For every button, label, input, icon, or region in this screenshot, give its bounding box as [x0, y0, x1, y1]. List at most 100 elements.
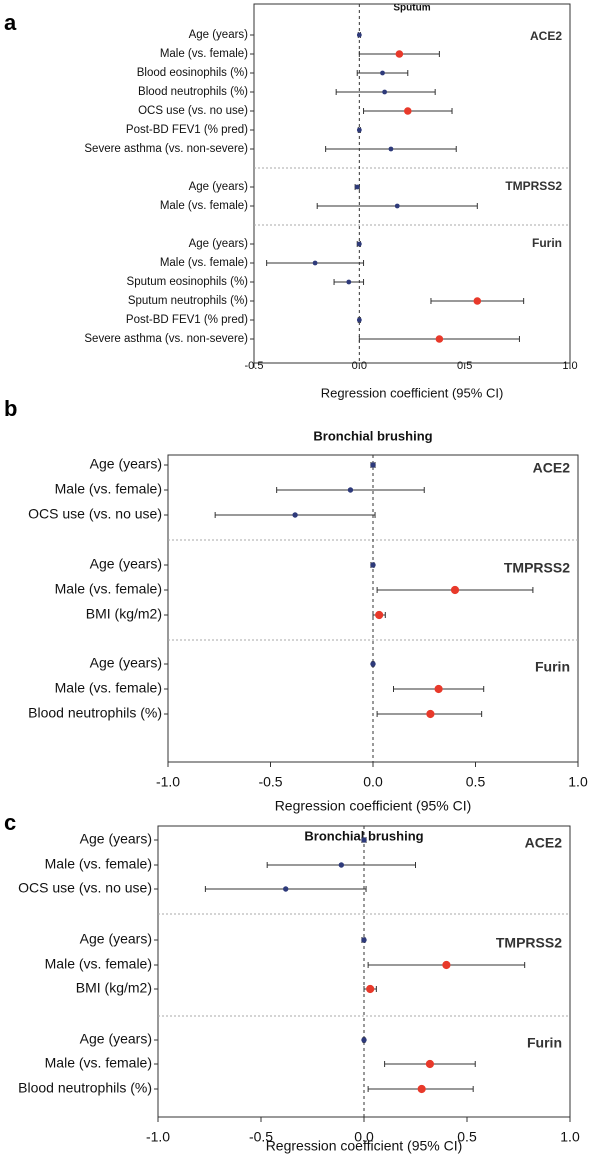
row-label: Male (vs. female) — [160, 48, 248, 60]
estimate-point — [356, 32, 362, 38]
row-label: Post-BD FEV1 (% pred) — [126, 124, 248, 136]
row-label: Age (years) — [80, 1031, 152, 1047]
row-label: Age (years) — [189, 29, 249, 41]
estimate-point — [312, 260, 318, 266]
estimate-point — [361, 937, 367, 943]
row-label: Age (years) — [80, 831, 152, 847]
estimate-point — [370, 661, 376, 667]
row-label: Age (years) — [90, 556, 162, 572]
row-label: OCS use (vs. no use) — [28, 506, 162, 522]
group-label: Furin — [535, 659, 570, 675]
x-tick-label: 0.5 — [466, 774, 486, 790]
estimate-point — [346, 279, 352, 285]
row-label: Male (vs. female) — [55, 481, 162, 497]
group-label: ACE2 — [530, 29, 562, 43]
group-label: TMPRSS2 — [505, 179, 562, 193]
estimate-point-significant — [435, 335, 444, 343]
estimate-point — [356, 317, 362, 323]
row-label: Sputum eosinophils (%) — [127, 276, 249, 288]
row-label: Male (vs. female) — [45, 1055, 152, 1071]
estimate-point — [380, 70, 385, 76]
row-label: Male (vs. female) — [55, 680, 162, 696]
estimate-point — [283, 886, 289, 892]
row-label: Male (vs. female) — [160, 257, 248, 269]
x-axis-label: Regression coefficient (95% CI) — [321, 385, 504, 400]
estimate-point — [394, 203, 400, 209]
plot-frame — [253, 3, 571, 364]
x-axis-label: Regression coefficient (95% CI) — [275, 798, 472, 814]
row-label: Male (vs. female) — [45, 856, 152, 872]
estimate-point — [370, 562, 376, 568]
estimate-point — [338, 862, 345, 868]
estimate-point — [382, 89, 388, 95]
group-label: Furin — [532, 236, 562, 250]
x-tick-label: 1.0 — [568, 774, 588, 790]
chart-title: Bronchial brushing — [304, 828, 423, 843]
estimate-point — [356, 241, 362, 247]
x-tick-label: 0.0 — [363, 774, 383, 790]
row-label: Post-BD FEV1 (% pred) — [126, 314, 248, 326]
row-label: Male (vs. female) — [45, 956, 152, 972]
x-tick-label: -0.5 — [245, 360, 264, 372]
x-tick-label: -1.0 — [146, 1129, 170, 1145]
panel-label: b — [4, 396, 17, 421]
estimate-point — [292, 512, 298, 518]
row-label: BMI (kg/m2) — [76, 980, 152, 996]
group-label: TMPRSS2 — [504, 560, 570, 576]
estimate-point-significant — [473, 297, 482, 305]
x-tick-label: -0.5 — [258, 774, 282, 790]
estimate-point-significant — [450, 585, 460, 595]
x-tick-label: 0.0 — [352, 360, 367, 372]
estimate-point-significant — [417, 1084, 426, 1094]
row-label: Age (years) — [189, 238, 249, 250]
x-tick-label: 0.0 — [354, 1129, 374, 1145]
group-label: ACE2 — [525, 835, 563, 851]
estimate-point-significant — [426, 709, 435, 719]
row-label: Severe asthma (vs. non-severe) — [84, 333, 248, 345]
row-label: Age (years) — [90, 456, 162, 472]
x-tick-label: 1.0 — [560, 1129, 580, 1145]
row-label: Blood neutrophils (%) — [138, 86, 248, 98]
panel-label: c — [4, 810, 16, 835]
estimate-point — [356, 127, 362, 133]
x-tick-label: -1.0 — [156, 774, 180, 790]
x-tick-label: 0.5 — [457, 360, 472, 372]
estimate-point-significant — [425, 1059, 435, 1069]
row-label: Blood neutrophils (%) — [18, 1080, 152, 1096]
row-label: Severe asthma (vs. non-severe) — [84, 143, 248, 155]
row-label: Blood neutrophils (%) — [28, 705, 162, 721]
estimate-point — [347, 487, 354, 493]
row-label: Age (years) — [189, 181, 249, 193]
row-label: Male (vs. female) — [160, 200, 248, 212]
chart-title: Sputum — [393, 3, 430, 14]
row-label: Male (vs. female) — [55, 581, 162, 597]
chart-title: Bronchial brushing — [313, 428, 432, 443]
x-tick-label: 1.0 — [562, 360, 577, 372]
estimate-point — [354, 184, 360, 190]
estimate-point — [361, 1037, 367, 1043]
row-label: Age (years) — [90, 655, 162, 671]
estimate-point — [388, 146, 394, 152]
row-label: Age (years) — [80, 931, 152, 947]
row-label: Sputum neutrophils (%) — [128, 295, 248, 307]
group-label: ACE2 — [533, 460, 571, 476]
estimate-point-significant — [434, 684, 443, 694]
row-label: OCS use (vs. no use) — [138, 105, 248, 117]
group-label: Furin — [527, 1035, 562, 1051]
panel-label: a — [4, 10, 17, 35]
row-label: OCS use (vs. no use) — [18, 880, 152, 896]
x-tick-label: 0.5 — [457, 1129, 477, 1145]
estimate-point-significant — [442, 960, 451, 970]
estimate-point-significant — [366, 984, 375, 994]
x-tick-label: -0.5 — [249, 1129, 273, 1145]
group-label: TMPRSS2 — [496, 935, 562, 951]
estimate-point — [370, 462, 376, 468]
estimate-point-significant — [395, 50, 404, 58]
estimate-point-significant — [375, 610, 384, 620]
estimate-point — [361, 837, 367, 843]
row-label: BMI (kg/m2) — [86, 606, 162, 622]
x-axis-label: Regression coefficient (95% CI) — [266, 1138, 463, 1154]
estimate-point-significant — [403, 107, 412, 115]
row-label: Blood eosinophils (%) — [137, 67, 248, 79]
